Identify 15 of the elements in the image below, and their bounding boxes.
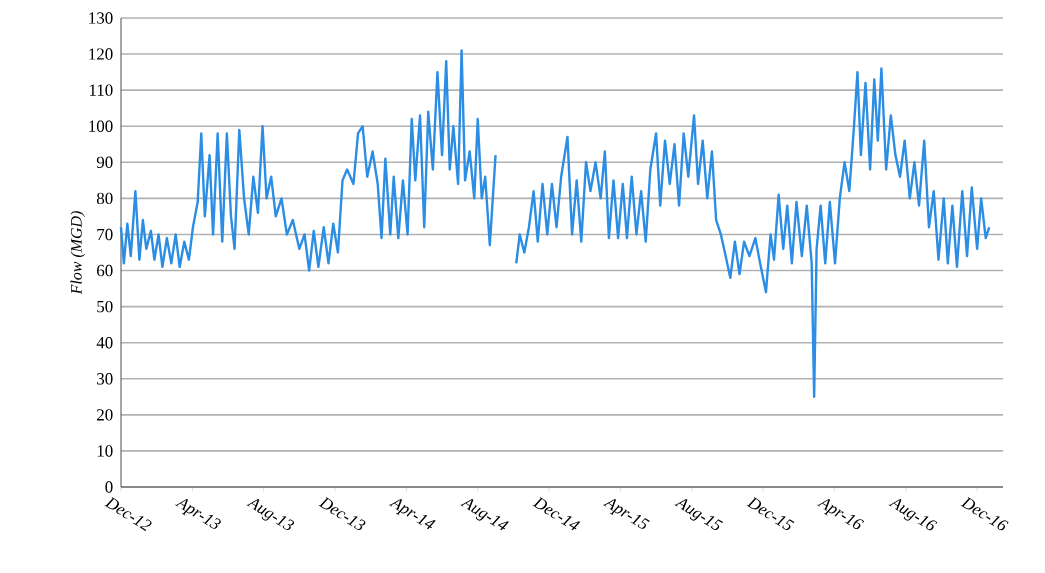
y-tick-label: 80	[96, 192, 113, 205]
y-tick-label: 110	[89, 84, 113, 96]
y-tick-label: 70	[97, 228, 113, 241]
y-tick-label: 50	[97, 300, 113, 313]
y-axis-title: Flow (MGD)	[70, 211, 85, 295]
y-tick-label: 30	[97, 373, 113, 385]
y-tick-label: 60	[97, 264, 113, 277]
y-tick-label: 90	[96, 156, 113, 169]
y-tick-label: 100	[89, 120, 113, 132]
y-tick-label: 130	[89, 12, 113, 24]
y-tick-label: 20	[97, 409, 113, 421]
y-tick-label: 120	[89, 48, 113, 60]
y-tick-label: 0	[105, 481, 113, 493]
y-tick-label: 40	[96, 336, 113, 349]
y-tick-label: 10	[97, 445, 113, 457]
